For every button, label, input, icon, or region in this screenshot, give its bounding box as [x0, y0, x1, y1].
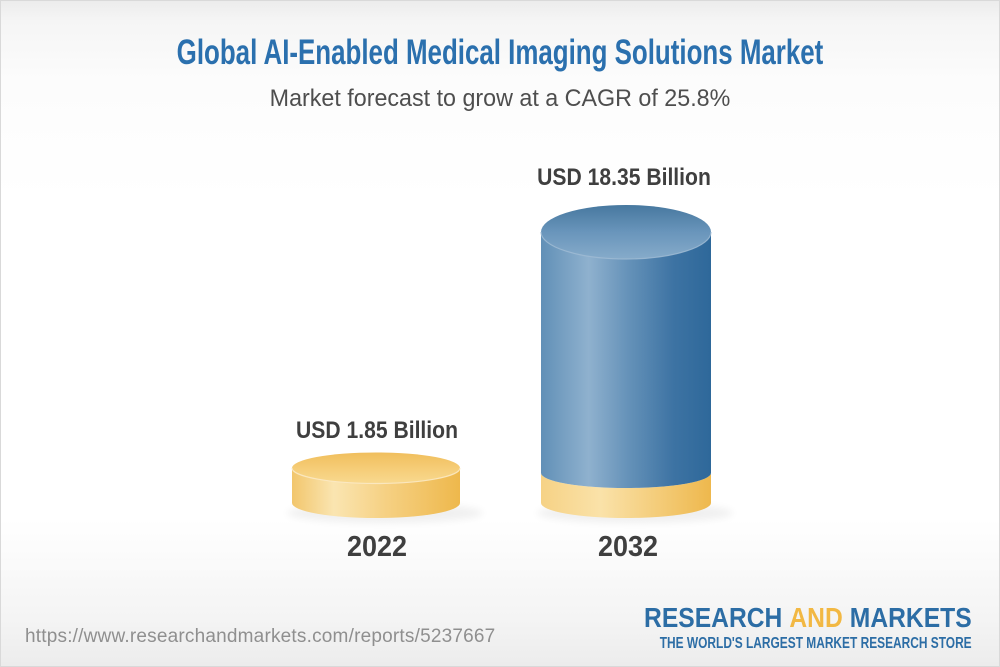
- logo-tagline: THE WORLD'S LARGEST MARKET RESEARCH STOR…: [660, 635, 972, 653]
- bar-2032-top-rim: [540, 231, 712, 260]
- bar-2022-top-rim: [291, 467, 461, 485]
- bar-2032-base-band: [541, 473, 711, 518]
- bar-2022-top: [292, 452, 460, 484]
- report-url: https://www.researchandmarkets.com/repor…: [25, 626, 496, 647]
- bar-2032-cylinder: [540, 205, 712, 518]
- bar-2032-body: [541, 232, 711, 488]
- category-label-2022: 2022: [346, 531, 407, 563]
- chart-title: Global AI-Enabled Medical Imaging Soluti…: [176, 33, 824, 72]
- logo-word-research: RESEARCH: [644, 602, 783, 633]
- bar-2032-top: [541, 205, 711, 259]
- logo-word-markets: MARKETS: [850, 602, 972, 633]
- logo-wordmark: RESEARCH AND MARKETS: [604, 602, 972, 633]
- value-label-2022: USD 1.85 Billion: [296, 417, 458, 444]
- bar-2022-cylinder: [291, 452, 461, 518]
- logo-word-and: AND: [789, 602, 844, 633]
- category-label-2032: 2032: [597, 531, 658, 563]
- value-label-2032: USD 18.35 Billion: [537, 164, 711, 191]
- research-and-markets-logo: RESEARCH AND MARKETS THE WORLD'S LARGEST M…: [553, 603, 972, 653]
- chart-subtitle: Market forecast to grow at a CAGR of 25.…: [269, 85, 731, 112]
